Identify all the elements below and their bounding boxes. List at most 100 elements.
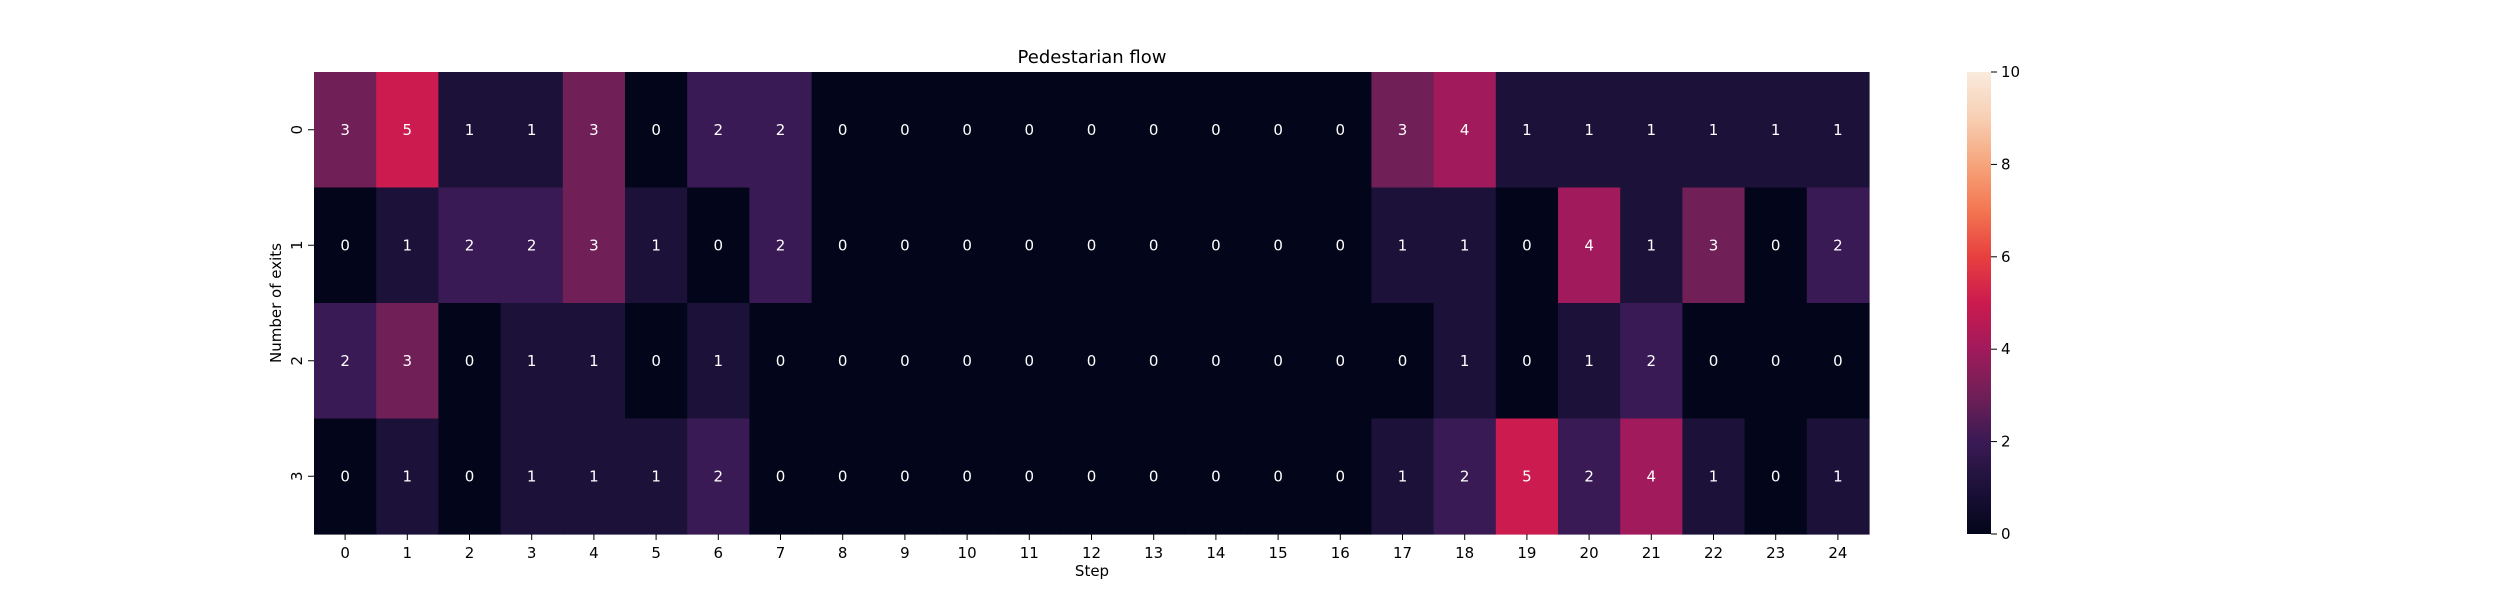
heatmap-cell — [998, 72, 1061, 189]
cell-value-label: 0 — [1336, 467, 1346, 485]
cell-value-label: 0 — [1211, 236, 1221, 254]
heatmap-cell — [749, 187, 813, 304]
cell-value-label: 0 — [900, 352, 910, 370]
cell-value-label: 0 — [1211, 121, 1221, 139]
cell-value-label: 2 — [776, 236, 786, 254]
heatmap-cell — [1433, 418, 1497, 535]
cell-value-label: 0 — [1149, 467, 1159, 485]
cell-value-label: 1 — [1833, 121, 1843, 139]
heatmap-cell — [1060, 72, 1124, 189]
y-axis-label: Number of exits — [267, 243, 285, 363]
heatmap-cell — [376, 418, 439, 535]
heatmap-cell — [314, 418, 377, 535]
cell-value-label: 0 — [900, 121, 910, 139]
cell-value-label: 0 — [962, 352, 972, 370]
x-axis-ticks: 0 1 2 3 4 5 6 7 8 9 10 11 12 13 14 15 16 17 18 19 20 21 22 23 24 — [340, 534, 1847, 562]
cell-value-label: 3 — [589, 236, 599, 254]
cell-value-label: 0 — [1025, 236, 1035, 254]
cell-value-label: 0 — [1149, 352, 1159, 370]
cell-value-label: 0 — [838, 467, 848, 485]
cell-value-label: 0 — [838, 352, 848, 370]
x-tick-label: 9 — [900, 544, 910, 562]
cell-value-label: 0 — [776, 352, 786, 370]
heatmap-cell — [1620, 303, 1683, 420]
cell-value-label: 2 — [340, 352, 350, 370]
heatmap-cell — [1495, 187, 1559, 304]
cell-value-label: 1 — [1460, 236, 1470, 254]
cell-value-label: 0 — [651, 352, 661, 370]
cell-value-label: 0 — [1273, 352, 1283, 370]
heatmap-cell — [1433, 303, 1497, 420]
cell-value-label: 1 — [1398, 467, 1408, 485]
cell-value-label: 1 — [1584, 352, 1594, 370]
cell-value-label: 0 — [1025, 467, 1035, 485]
colorbar-tick-label: 4 — [2001, 340, 2011, 358]
cell-value-label: 1 — [589, 352, 599, 370]
cell-value-label: 0 — [1273, 467, 1283, 485]
cell-value-label: 0 — [1771, 236, 1781, 254]
x-axis-label: Step — [1075, 562, 1109, 580]
heatmap-cell — [376, 72, 439, 189]
heatmap-cell — [998, 418, 1061, 535]
heatmap-cell — [1247, 418, 1310, 535]
heatmap-cell — [749, 418, 813, 535]
cell-value-label: 0 — [1025, 121, 1035, 139]
heatmap-cells — [314, 72, 1870, 535]
chart-title: Pedestarian flow — [1018, 47, 1167, 68]
heatmap-cell — [1682, 418, 1746, 535]
x-tick-label: 4 — [589, 544, 599, 562]
cell-value-label: 1 — [1522, 121, 1532, 139]
x-tick-label: 0 — [340, 544, 350, 562]
cell-value-label: 0 — [962, 121, 972, 139]
heatmap-cell — [1060, 418, 1124, 535]
cell-value-label: 0 — [1149, 121, 1159, 139]
heatmap-cell — [1309, 72, 1372, 189]
heatmap-cell — [1247, 72, 1310, 189]
heatmap-cell — [749, 303, 813, 420]
heatmap-cell — [1620, 187, 1683, 304]
y-axis-ticks: 0 1 2 3 — [288, 125, 314, 481]
x-tick-label: 19 — [1517, 544, 1536, 562]
cell-value-label: 0 — [838, 121, 848, 139]
colorbar-tick-label: 6 — [2001, 248, 2011, 266]
x-tick-label: 17 — [1393, 544, 1412, 562]
heatmap-cell — [562, 303, 626, 420]
x-tick-label: 11 — [1020, 544, 1039, 562]
cell-value-label: 0 — [465, 467, 475, 485]
heatmap-cell — [314, 303, 377, 420]
heatmap-cell — [749, 72, 813, 189]
heatmap-cell — [1433, 187, 1497, 304]
heatmap-cell — [1060, 303, 1124, 420]
cell-value-label: 3 — [340, 121, 350, 139]
heatmap-cell — [811, 303, 875, 420]
colorbar — [1967, 72, 1991, 534]
cell-value-label: 0 — [838, 236, 848, 254]
cell-value-label: 0 — [1522, 236, 1532, 254]
heatmap-cell — [873, 187, 937, 304]
x-tick-label: 24 — [1828, 544, 1847, 562]
heatmap-cell — [500, 418, 564, 535]
heatmap-cell — [438, 187, 502, 304]
heatmap-cell — [438, 303, 502, 420]
heatmap-cell — [1184, 303, 1248, 420]
heatmap-cell — [1682, 72, 1746, 189]
cell-value-label: 0 — [1522, 352, 1532, 370]
y-tick-label: 2 — [288, 356, 306, 366]
heatmap-cell — [1744, 187, 1808, 304]
cell-value-label: 2 — [714, 467, 724, 485]
cell-value-label: 2 — [776, 121, 786, 139]
heatmap-cell — [1744, 303, 1808, 420]
cell-value-label: 0 — [1398, 352, 1408, 370]
heatmap-cell — [1247, 187, 1310, 304]
heatmap-cell — [1309, 418, 1372, 535]
heatmap-cell — [1309, 187, 1372, 304]
x-tick-label: 23 — [1766, 544, 1785, 562]
cell-value-label: 2 — [1460, 467, 1470, 485]
colorbar-ticks: 0 2 4 6 8 10 — [1991, 63, 2020, 543]
cell-value-label: 0 — [465, 352, 475, 370]
y-tick-label: 0 — [288, 125, 306, 135]
cell-value-label: 0 — [1709, 352, 1719, 370]
cell-value-label: 3 — [1398, 121, 1408, 139]
cell-value-label: 1 — [1647, 121, 1657, 139]
